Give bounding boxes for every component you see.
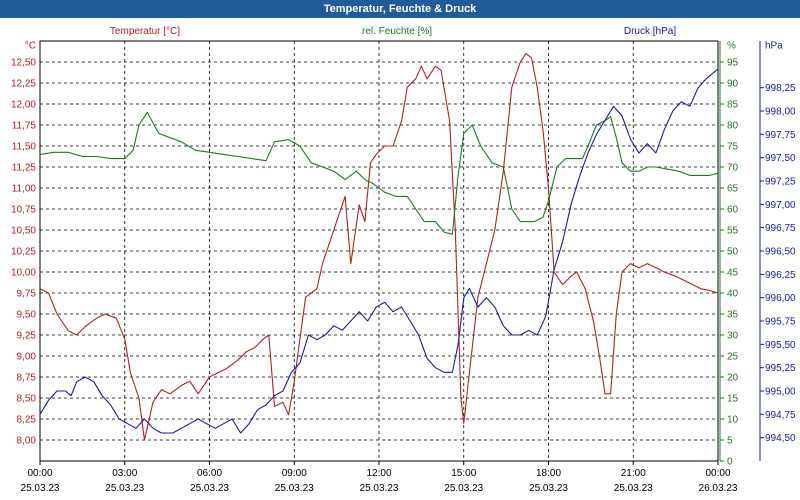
temperature-unit: °C bbox=[25, 41, 36, 52]
pressure-tick-label: 994,75 bbox=[765, 410, 796, 421]
humidity-axis-title: rel. Feuchte [%] bbox=[362, 26, 432, 37]
pressure-tick-label: 996,00 bbox=[765, 293, 796, 304]
x-tick-time: 00:00 bbox=[27, 468, 52, 479]
temperature-tick-label: 11,00 bbox=[12, 184, 37, 195]
humidity-tick-label: 95 bbox=[727, 58, 739, 69]
humidity-unit: % bbox=[727, 41, 736, 52]
pressure-tick-label: 997,25 bbox=[765, 177, 796, 188]
pressure-tick-label: 997,50 bbox=[765, 153, 796, 164]
x-tick-date: 25.03.23 bbox=[190, 483, 229, 494]
pressure-tick-label: 997,00 bbox=[765, 200, 796, 211]
x-tick-time: 06:00 bbox=[197, 468, 222, 479]
x-tick-time: 00:00 bbox=[705, 468, 730, 479]
humidity-tick-label: 85 bbox=[727, 100, 739, 111]
x-tick-date: 26.03.23 bbox=[699, 483, 738, 494]
x-tick-time: 21:00 bbox=[621, 468, 646, 479]
temperature-tick-label: 9,00 bbox=[17, 352, 37, 363]
temperature-tick-label: 10,75 bbox=[11, 205, 36, 216]
pressure-axis-title: Druck [hPa] bbox=[624, 26, 676, 37]
temperature-tick-label: 8,25 bbox=[17, 415, 37, 426]
series-line-humidity bbox=[39, 111, 719, 235]
humidity-tick-label: 25 bbox=[727, 352, 739, 363]
pressure-tick-label: 997,75 bbox=[765, 130, 796, 141]
humidity-tick-label: 65 bbox=[727, 184, 739, 195]
humidity-tick-label: 15 bbox=[727, 394, 739, 405]
humidity-tick-label: 5 bbox=[727, 436, 733, 447]
temperature-tick-label: 8,75 bbox=[17, 373, 37, 384]
series-line-temperature bbox=[39, 53, 719, 441]
plot-frame bbox=[39, 40, 719, 462]
temperature-tick-label: 12,50 bbox=[11, 58, 36, 69]
x-tick-time: 03:00 bbox=[112, 468, 137, 479]
x-tick-date: 25.03.23 bbox=[614, 483, 653, 494]
x-tick-date: 25.03.23 bbox=[360, 483, 399, 494]
series-line-pressure bbox=[39, 68, 719, 434]
pressure-tick-label: 995,75 bbox=[765, 317, 796, 328]
humidity-tick-label: 45 bbox=[727, 268, 739, 279]
humidity-tick-label: 10 bbox=[727, 415, 739, 426]
temperature-tick-label: 10,50 bbox=[11, 226, 36, 237]
temperature-tick-label: 9,25 bbox=[17, 331, 37, 342]
pressure-tick-label: 996,75 bbox=[765, 223, 796, 234]
chart-axes bbox=[39, 40, 764, 465]
pressure-tick-label: 998,00 bbox=[765, 107, 796, 118]
humidity-tick-label: 35 bbox=[727, 310, 739, 321]
temperature-tick-label: 8,50 bbox=[17, 394, 37, 405]
x-tick-date: 25.03.23 bbox=[529, 483, 568, 494]
temperature-tick-label: 11,25 bbox=[12, 163, 37, 174]
chart-grid bbox=[40, 41, 718, 461]
pressure-tick-label: 998,25 bbox=[765, 83, 796, 94]
chart-series bbox=[39, 53, 719, 441]
pressure-tick-label: 994,50 bbox=[765, 433, 796, 444]
x-tick-time: 15:00 bbox=[451, 468, 476, 479]
temperature-tick-label: 9,50 bbox=[17, 310, 37, 321]
humidity-tick-label: 90 bbox=[727, 79, 739, 90]
temperature-tick-label: 10,00 bbox=[11, 268, 36, 279]
chart-labels: 8,00 8,25 8,50 8,75 9,00 9,25 9,50 9,75 10,00 10,… bbox=[11, 26, 796, 494]
temperature-axis-title: Temperatur [°C] bbox=[110, 26, 180, 37]
humidity-tick-label: 30 bbox=[727, 331, 739, 342]
window-title: Temperatur, Feuchte & Druck bbox=[0, 0, 800, 18]
x-tick-date: 25.03.23 bbox=[21, 483, 60, 494]
temperature-tick-label: 11,75 bbox=[12, 121, 37, 132]
humidity-tick-label: 75 bbox=[727, 142, 739, 153]
temperature-tick-label: 11,50 bbox=[12, 142, 37, 153]
humidity-tick-label: 50 bbox=[727, 247, 739, 258]
humidity-tick-label: 80 bbox=[727, 121, 739, 132]
humidity-tick-label: 55 bbox=[727, 226, 739, 237]
humidity-tick-label: 60 bbox=[727, 205, 739, 216]
pressure-tick-label: 996,25 bbox=[765, 270, 796, 281]
x-tick-date: 25.03.23 bbox=[105, 483, 144, 494]
x-tick-time: 18:00 bbox=[536, 468, 561, 479]
humidity-tick-label: 40 bbox=[727, 289, 739, 300]
temperature-tick-label: 10,25 bbox=[11, 247, 36, 258]
pressure-tick-label: 996,50 bbox=[765, 247, 796, 258]
pressure-tick-label: 995,00 bbox=[765, 387, 796, 398]
temperature-tick-label: 12,00 bbox=[11, 100, 36, 111]
temperature-tick-label: 8,00 bbox=[17, 436, 37, 447]
pressure-unit: hPa bbox=[765, 41, 783, 52]
x-tick-time: 12:00 bbox=[366, 468, 391, 479]
pressure-tick-label: 995,50 bbox=[765, 340, 796, 351]
chart-area: 8,00 8,25 8,50 8,75 9,00 9,25 9,50 9,75 10,00 10,… bbox=[11, 26, 796, 494]
x-tick-date: 25.03.23 bbox=[444, 483, 483, 494]
humidity-tick-label: 0 bbox=[727, 457, 733, 468]
pressure-tick-label: 995,25 bbox=[765, 363, 796, 374]
humidity-tick-label: 20 bbox=[727, 373, 739, 384]
x-tick-date: 25.03.23 bbox=[275, 483, 314, 494]
temperature-tick-label: 12,25 bbox=[11, 79, 36, 90]
x-tick-time: 09:00 bbox=[282, 468, 307, 479]
humidity-tick-label: 70 bbox=[727, 163, 739, 174]
temperature-tick-label: 9,75 bbox=[17, 289, 37, 300]
